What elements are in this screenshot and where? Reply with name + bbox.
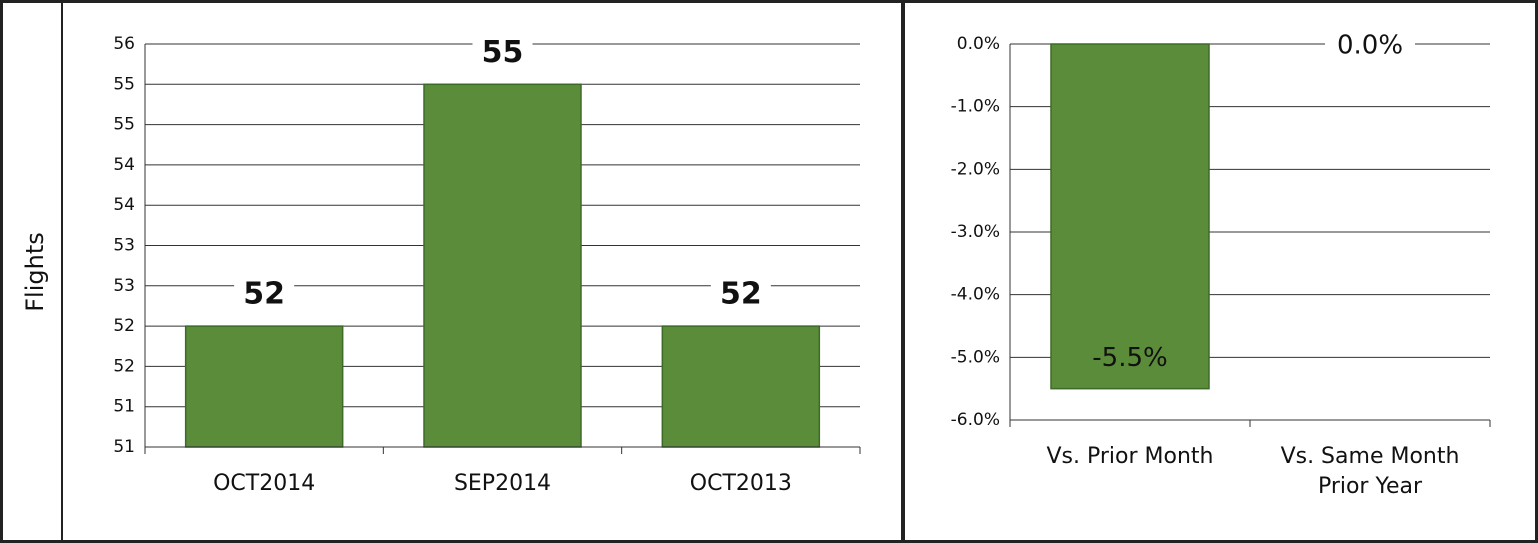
x-tick-label: Vs. Prior Month <box>1046 444 1214 469</box>
x-tick-label: OCT2014 <box>213 471 316 496</box>
label-bg <box>1325 30 1415 60</box>
y-tick-label: 54 <box>113 195 135 215</box>
label-bg <box>472 36 533 69</box>
data-label: -5.5% <box>1092 343 1167 373</box>
y-tick-label: -5.0% <box>951 347 1000 367</box>
y-tick-label: 53 <box>113 276 135 296</box>
y-tick-label: -1.0% <box>951 97 1000 117</box>
y-tick-label: 55 <box>113 74 135 94</box>
label-bg <box>710 278 771 311</box>
bar <box>1050 43 1210 390</box>
y-tick-label: 55 <box>113 115 135 135</box>
data-label: 0.0% <box>1337 31 1403 61</box>
label-bg <box>234 278 295 311</box>
y-tick-label: 51 <box>113 397 135 417</box>
y-tick-label: -2.0% <box>951 159 1000 179</box>
data-label: 55 <box>482 35 524 70</box>
y-tick-label: -3.0% <box>951 222 1000 242</box>
data-label: 52 <box>720 277 762 312</box>
data-label: 52 <box>243 277 285 312</box>
y-tick-label: 0.0% <box>957 34 1000 54</box>
x-tick-label: SEP2014 <box>453 471 552 496</box>
bar <box>184 325 344 448</box>
y-tick-label: 52 <box>113 356 135 376</box>
x-tick-label: OCT2013 <box>689 471 792 496</box>
y-tick-label: 51 <box>113 437 135 457</box>
y-tick-label: -6.0% <box>951 410 1000 430</box>
y-tick-label: 56 <box>113 34 135 54</box>
y-tick-label: 53 <box>113 236 135 256</box>
y-tick-label: -4.0% <box>951 285 1000 305</box>
bar <box>423 83 582 448</box>
y-axis-label: Flights <box>21 232 49 312</box>
y-tick-label: 52 <box>113 316 135 336</box>
bar <box>661 325 821 448</box>
y-tick-label: 54 <box>113 155 135 175</box>
x-tick-label: Vs. Same Month Prior Year <box>1280 444 1460 499</box>
